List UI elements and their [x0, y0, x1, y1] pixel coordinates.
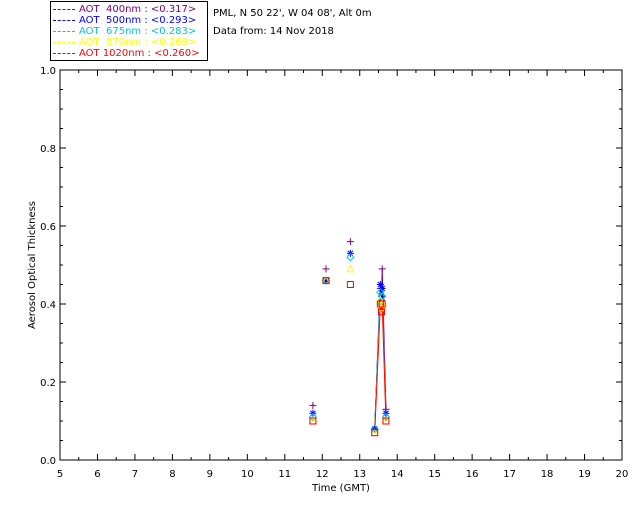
x-tick-label: 15	[428, 469, 441, 480]
data-point-mark	[377, 308, 385, 316]
x-tick-label: 12	[316, 469, 329, 480]
x-tick-label: 17	[503, 469, 516, 480]
data-point-mark	[308, 412, 318, 422]
x-tick-label: 18	[541, 469, 554, 480]
x-tick-label: 9	[207, 469, 213, 480]
data-point	[381, 412, 391, 422]
data-point-mark	[377, 281, 384, 288]
y-axis-label: Aerosol Optical Thickness	[27, 201, 38, 329]
data-point-mark	[370, 424, 379, 434]
data-point-mark	[371, 429, 379, 437]
data-point	[309, 417, 317, 425]
data-point	[346, 281, 354, 288]
legend-item-870: AOT 870nm : <0.269>	[53, 37, 196, 48]
data-point	[346, 264, 355, 273]
legend: AOT 400nm : <0.317> AOT 500nm : <0.293> …	[50, 1, 208, 61]
data-point-mark	[377, 303, 386, 312]
data-point	[346, 238, 354, 246]
x-tick-label: 19	[578, 469, 591, 480]
x-tick-label: 13	[353, 469, 366, 480]
series-line	[374, 303, 387, 433]
legend-item-1020: AOT 1020nm : <0.260>	[53, 48, 199, 59]
data-point	[370, 424, 379, 434]
data-point-mark	[322, 277, 330, 285]
y-tick-label: 0.0	[40, 456, 56, 467]
data-point	[382, 417, 390, 425]
data-point	[308, 412, 318, 422]
x-tick-label: 16	[466, 469, 479, 480]
x-tick-label: 20	[616, 469, 629, 480]
site-info: PML, N 50 22', W 04 08', Alt 0m	[213, 8, 372, 19]
legend-item-500: AOT 500nm : <0.293>	[53, 15, 196, 26]
y-tick-label: 0.2	[40, 378, 56, 389]
data-point	[378, 300, 386, 308]
x-tick-label: 7	[132, 469, 138, 480]
legend-item-675: AOT 675nm : <0.283>	[53, 26, 196, 37]
data-point	[322, 277, 330, 285]
data-point-mark	[382, 417, 390, 425]
legend-item-400: AOT 400nm : <0.317>	[53, 4, 196, 15]
x-tick-label: 11	[278, 469, 291, 480]
y-tick-label: 1.0	[40, 66, 56, 77]
data-point-mark	[379, 285, 386, 292]
y-tick-label: 0.8	[40, 144, 56, 155]
x-tick-label: 14	[391, 469, 404, 480]
data-point-mark	[381, 412, 391, 422]
data-point	[322, 265, 330, 273]
data-point-mark	[309, 417, 317, 425]
x-tick-label: 10	[241, 469, 254, 480]
x-tick-label: 6	[94, 469, 100, 480]
x-tick-label: 8	[169, 469, 175, 480]
data-point-mark	[346, 281, 354, 288]
x-tick-label: 5	[57, 469, 63, 480]
y-tick-label: 0.6	[40, 222, 56, 233]
data-point	[371, 429, 379, 437]
date-info: Data from: 14 Nov 2018	[213, 26, 334, 37]
data-point-mark	[378, 300, 386, 308]
y-tick-label: 0.4	[40, 300, 56, 311]
data-point	[309, 401, 317, 409]
data-point	[377, 308, 385, 316]
data-point	[378, 265, 386, 273]
data-point-mark	[346, 264, 355, 273]
plot-frame	[59, 69, 623, 461]
x-axis-label: Time (GMT)	[311, 483, 370, 494]
data-point	[346, 252, 355, 262]
data-point-mark	[346, 252, 355, 262]
data-point	[377, 303, 386, 312]
